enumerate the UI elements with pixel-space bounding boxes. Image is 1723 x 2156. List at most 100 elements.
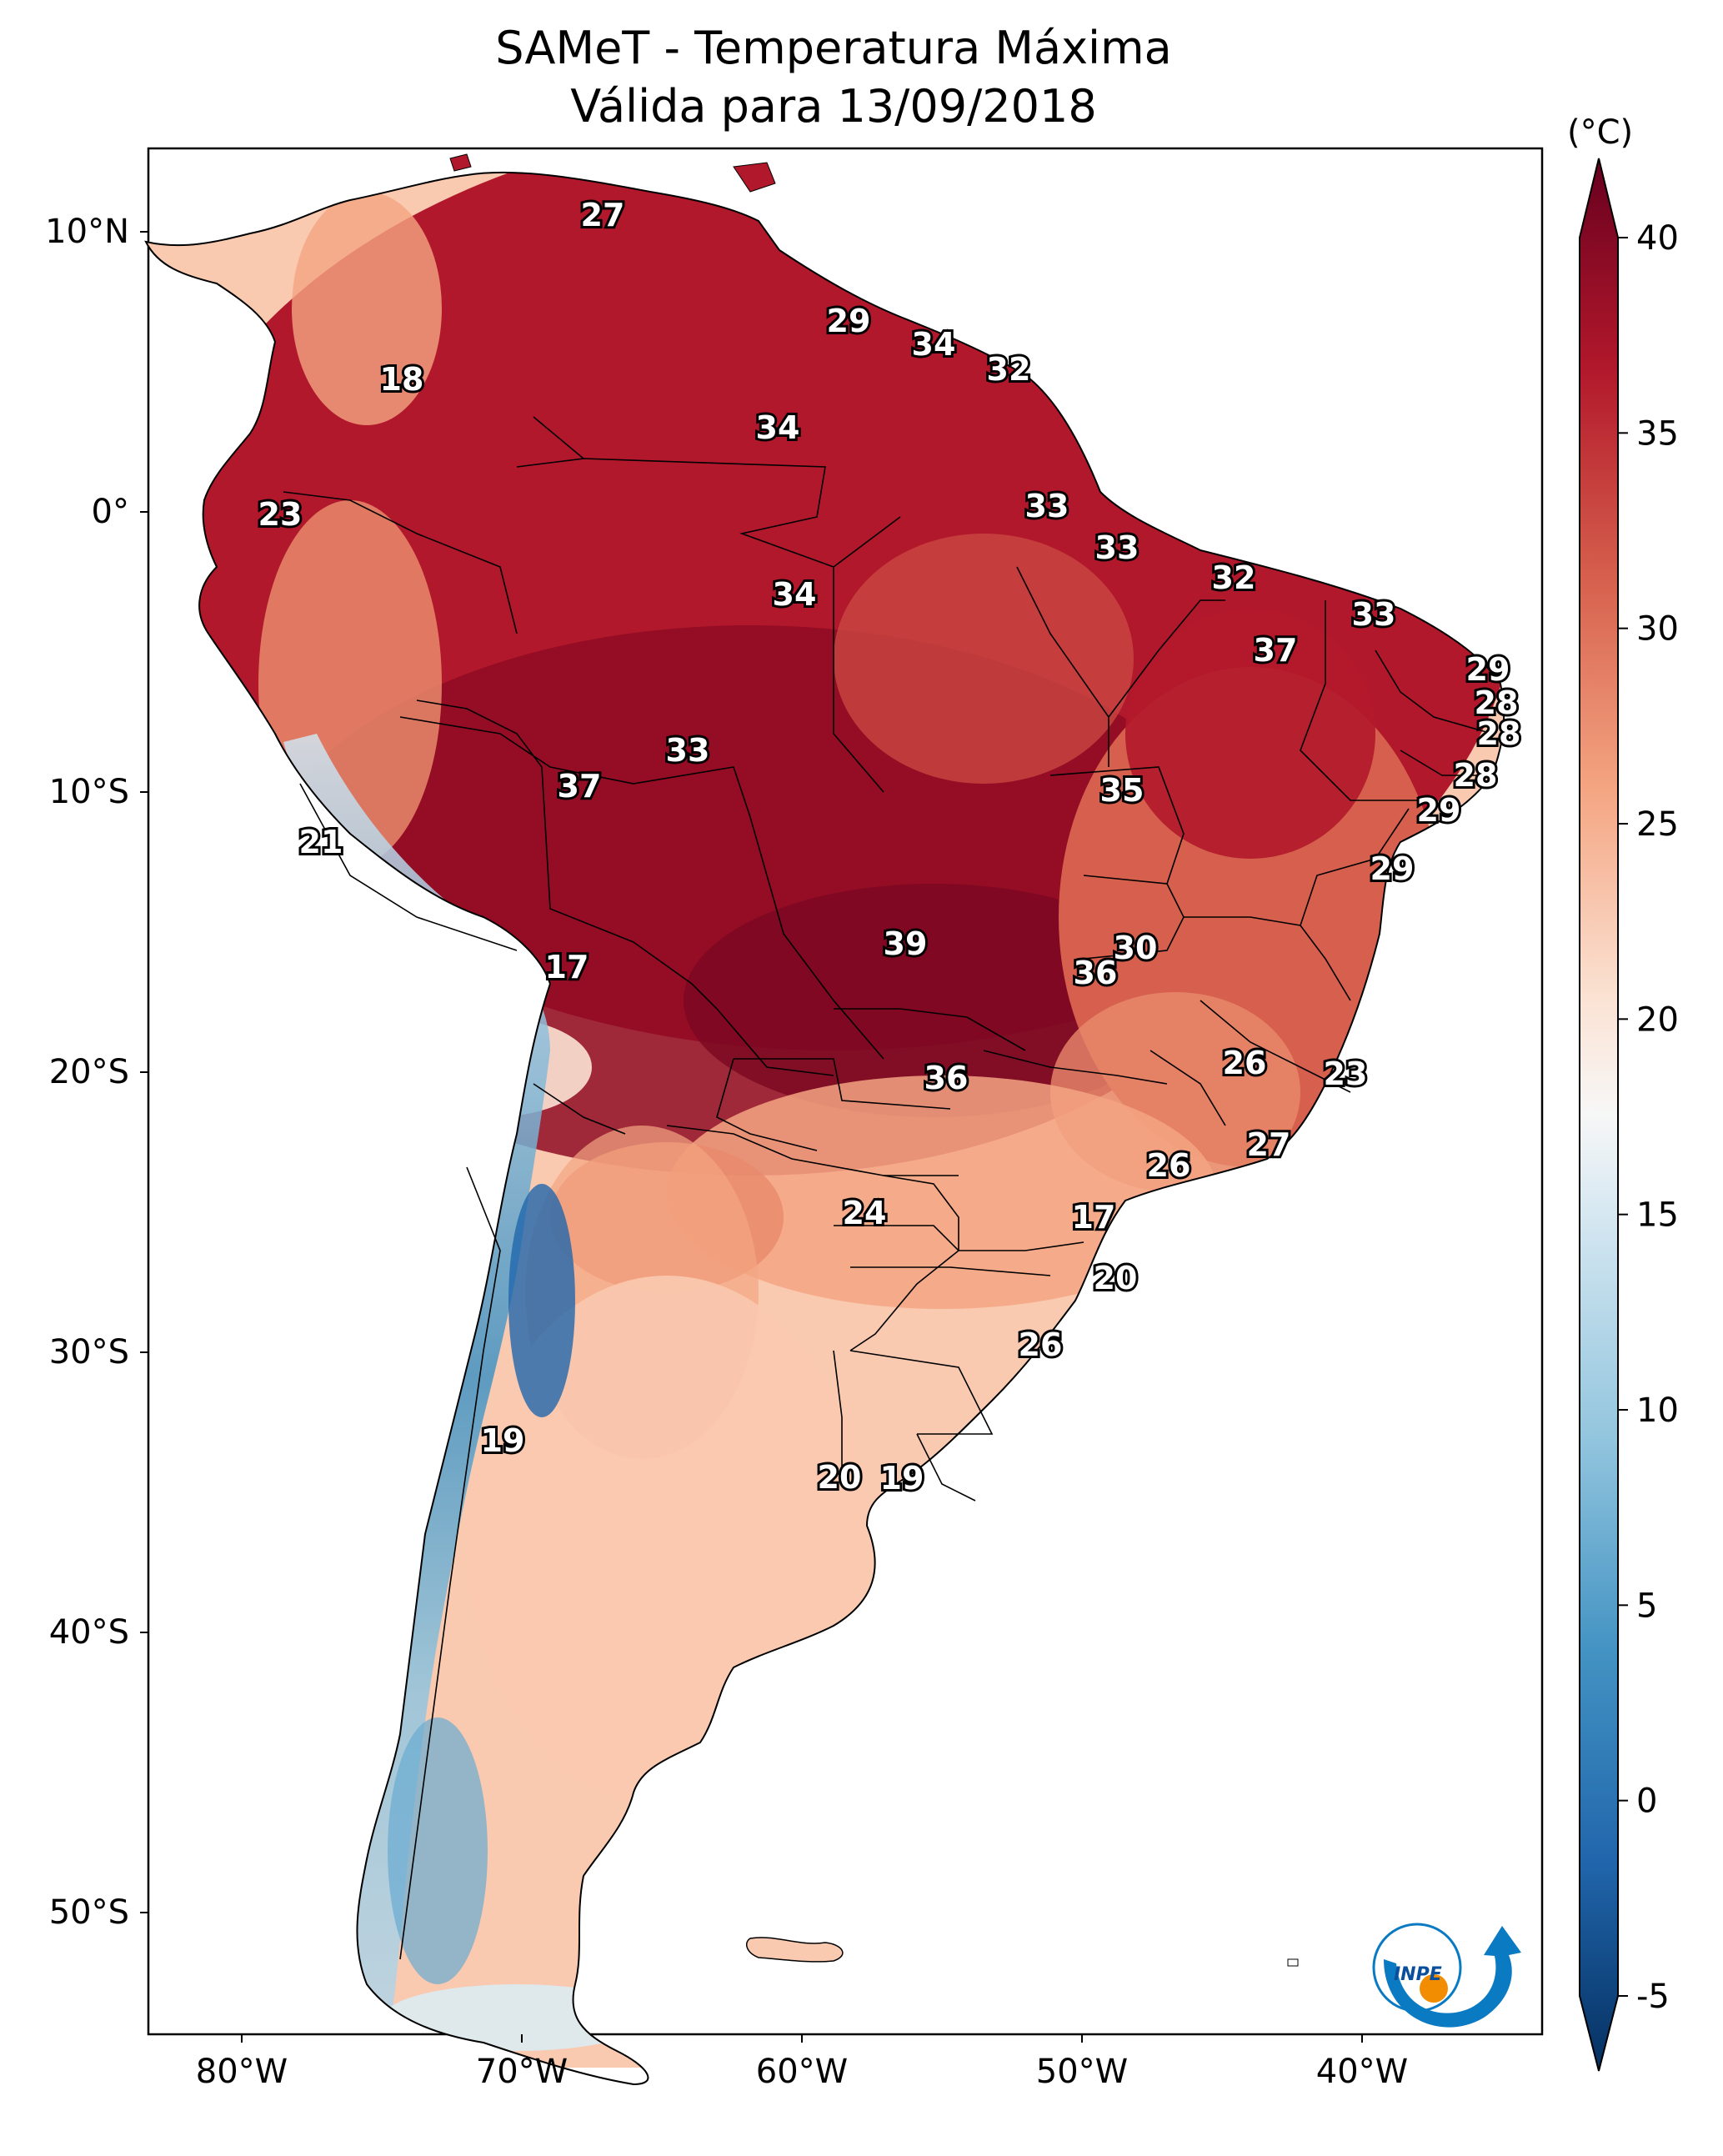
colorbar-tick-label: 5 — [1636, 1587, 1657, 1625]
inpe-arrow-icon — [1384, 1926, 1521, 2028]
colorbar-tick-label: 10 — [1636, 1391, 1679, 1430]
station-value-halo: 18 — [380, 361, 424, 398]
station-value: 30 — [1114, 930, 1158, 966]
station-value-halo: 33 — [1352, 596, 1396, 633]
station-value-halo: 33 — [666, 732, 710, 769]
colorbar-ticks: 40 35 30 25 20 15 10 5 0 -5 — [1618, 219, 1679, 2016]
station-value: 32 — [1212, 559, 1256, 596]
station-value: 28 — [1477, 715, 1521, 752]
station-value-halo: 37 — [1254, 632, 1298, 669]
station-value: 36 — [924, 1060, 969, 1096]
lat-label-10n: 10°N — [45, 213, 129, 251]
colorbar-tick-label: 35 — [1636, 414, 1679, 453]
station-value-halo: 35 — [1100, 772, 1144, 809]
station-value: 27 — [581, 197, 625, 233]
colorbar-bar — [1579, 158, 1619, 2072]
station-value-halo: 23 — [258, 496, 303, 533]
station-value: 23 — [1324, 1055, 1368, 1092]
station-value-halo: 36 — [924, 1060, 969, 1096]
station-value: 23 — [258, 496, 303, 533]
station-value: 26 — [1019, 1326, 1063, 1363]
latitude-labels: 10°N 0° 10°S 20°S 30°S 40°S 50°S — [45, 213, 129, 1932]
station-value-halo: 26 — [1223, 1045, 1267, 1081]
station-value: 19 — [880, 1460, 924, 1497]
colorbar-tick-label: -5 — [1636, 1978, 1670, 2016]
inpe-sun-icon — [1420, 1974, 1448, 2003]
chart-title-line2: Válida para 13/09/2018 — [570, 80, 1096, 133]
station-value-halo: 28 — [1475, 684, 1519, 721]
station-value: 29 — [827, 303, 871, 339]
station-value: 33 — [1025, 488, 1069, 524]
station-value: 33 — [666, 732, 710, 769]
lon-label-50w: 50°W — [1036, 2053, 1128, 2091]
latitude-ticks — [140, 231, 148, 1913]
station-value-halo: 32 — [987, 351, 1031, 388]
station-value-halo: 28 — [1454, 757, 1498, 794]
station-value-halo: 24 — [843, 1195, 887, 1231]
station-value-halo: 36 — [1074, 955, 1118, 991]
colorbar-tick-label: 15 — [1636, 1196, 1679, 1235]
station-value-halo: 19 — [481, 1422, 525, 1459]
station-value: 17 — [545, 949, 589, 985]
station-value: 24 — [843, 1195, 887, 1231]
station-value-halo: 37 — [558, 768, 602, 805]
station-value-halo: 30 — [1114, 930, 1158, 966]
station-value-halo: 21 — [299, 824, 343, 860]
station-value: 34 — [912, 326, 956, 363]
station-value: 21 — [299, 824, 343, 860]
colorbar-unit: (°C) — [1567, 113, 1633, 152]
station-value-halo: 20 — [818, 1459, 862, 1496]
inpe-logo-text: INPE — [1394, 1964, 1442, 1985]
station-value-halo: 33 — [1095, 529, 1139, 566]
lat-label-0: 0° — [92, 493, 129, 531]
station-value: 36 — [1074, 955, 1118, 991]
station-value: 37 — [558, 768, 602, 805]
station-value-halo: 29 — [1466, 651, 1510, 688]
station-value: 26 — [1147, 1147, 1191, 1184]
longitude-labels: 80°W 70°W 60°W 50°W 40°W — [196, 2053, 1408, 2091]
station-value-halo: 27 — [581, 197, 625, 233]
inpe-orbit-icon — [1372, 1923, 1462, 2013]
station-value: 17 — [1072, 1199, 1116, 1236]
colorbar-tick-label: 0 — [1636, 1782, 1657, 1821]
station-value-halo: 26 — [1019, 1326, 1063, 1363]
station-value-halo: 39 — [884, 925, 928, 962]
lat-label-30s: 30°S — [49, 1333, 129, 1371]
station-value-halo: 17 — [1072, 1199, 1116, 1236]
station-value-halo: 34 — [773, 576, 817, 613]
lon-label-60w: 60°W — [756, 2053, 848, 2091]
station-value: 35 — [1100, 772, 1144, 809]
station-value: 32 — [987, 351, 1031, 388]
colorbar-tick-label: 30 — [1636, 610, 1679, 649]
lat-label-20s: 20°S — [49, 1053, 129, 1091]
station-value-halo: 32 — [1212, 559, 1256, 596]
lat-label-40s: 40°S — [49, 1613, 129, 1652]
station-value: 19 — [481, 1422, 525, 1459]
islands — [449, 153, 1299, 1967]
station-value: 37 — [1254, 632, 1298, 669]
station-value-halo: 28 — [1477, 715, 1521, 752]
station-value: 39 — [884, 925, 928, 962]
station-value: 28 — [1475, 684, 1519, 721]
station-value-halo: 29 — [827, 303, 871, 339]
colorbar-tick-label: 25 — [1636, 805, 1679, 844]
lon-label-40w: 40°W — [1316, 2053, 1408, 2091]
station-value: 29 — [1370, 850, 1415, 887]
station-value: 33 — [1352, 596, 1396, 633]
station-value-halo: 17 — [545, 949, 589, 985]
lat-label-50s: 50°S — [49, 1893, 129, 1932]
station-value-halo: 34 — [756, 409, 800, 446]
inpe-logo: INPE — [1372, 1923, 1521, 2028]
station-value: 34 — [756, 409, 800, 446]
lon-label-70w: 70°W — [476, 2053, 568, 2091]
station-value: 29 — [1466, 651, 1510, 688]
country-borders — [283, 416, 1493, 1960]
station-value-halo: 26 — [1147, 1147, 1191, 1184]
station-value: 20 — [1094, 1260, 1138, 1296]
station-value: 29 — [1417, 792, 1461, 829]
colorbar: (°C) 40 35 30 25 20 15 10 5 0 -5 — [1567, 113, 1679, 2072]
station-value-halo: 34 — [912, 326, 956, 363]
station-value: 33 — [1095, 529, 1139, 566]
